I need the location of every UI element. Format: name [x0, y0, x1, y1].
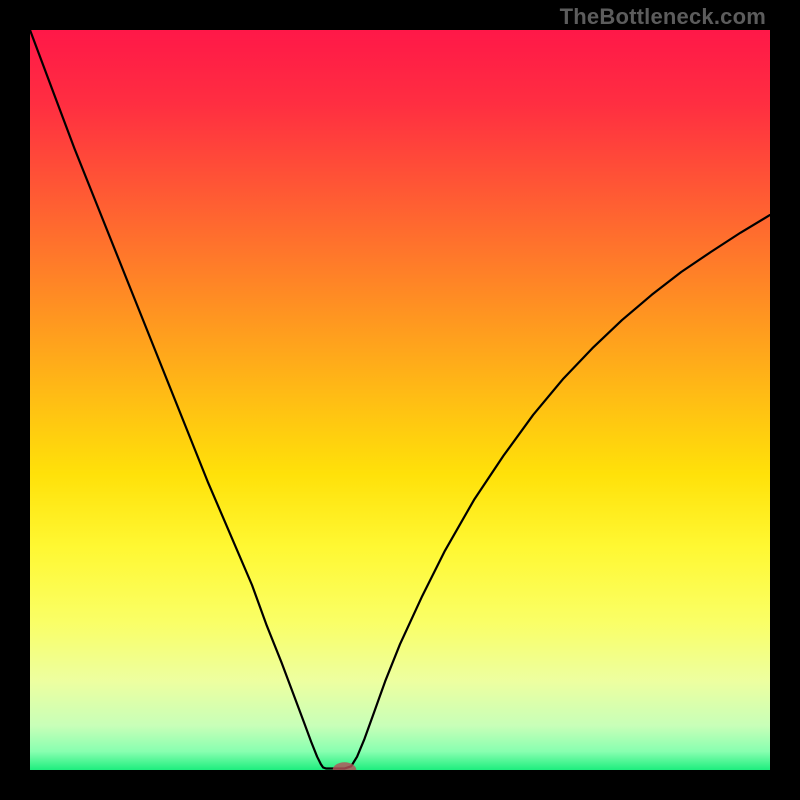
- chart-frame: TheBottleneck.com: [0, 0, 800, 800]
- plot-svg: [30, 30, 770, 770]
- watermark-text: TheBottleneck.com: [560, 4, 766, 30]
- gradient-background: [30, 30, 770, 770]
- plot-area: [30, 30, 770, 770]
